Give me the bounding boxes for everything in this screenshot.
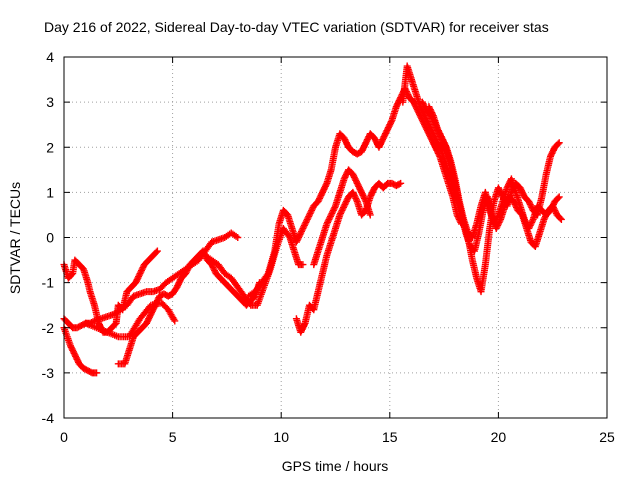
data-point <box>555 139 563 147</box>
x-axis-label: GPS time / hours <box>282 458 389 474</box>
data-point <box>68 271 76 279</box>
series-track-10 <box>399 62 563 296</box>
data-point <box>442 142 450 150</box>
y-tick-label: -3 <box>42 365 55 381</box>
data-point <box>366 211 374 219</box>
data-point <box>171 317 179 325</box>
series-track-1 <box>60 324 101 377</box>
data-point <box>557 215 565 223</box>
y-tick-label: -2 <box>42 320 55 336</box>
data-point <box>554 194 562 202</box>
y-tick-label: 4 <box>46 49 54 65</box>
x-tick-label: 20 <box>491 429 507 445</box>
data-series <box>60 62 565 377</box>
x-tick-label: 5 <box>169 429 177 445</box>
data-point <box>234 234 242 241</box>
data-point <box>397 179 405 187</box>
data-point <box>263 271 271 279</box>
data-point <box>494 212 502 220</box>
series-track-5 <box>82 299 179 341</box>
data-point <box>429 110 437 118</box>
x-tick-label: 15 <box>382 429 398 445</box>
data-point <box>232 232 240 240</box>
data-point <box>437 146 445 154</box>
series-track-9 <box>310 166 374 269</box>
data-point <box>528 217 536 225</box>
y-tick-label: 0 <box>46 230 54 246</box>
axes: 0 5 10 15 20 25 -4 -3 -2 -1 0 1 2 3 4 <box>42 49 615 445</box>
y-tick-label: -4 <box>42 410 55 426</box>
series-track-7 <box>245 85 465 300</box>
data-point <box>556 214 564 222</box>
data-point <box>387 118 395 126</box>
data-point <box>352 196 360 204</box>
data-point <box>152 248 160 256</box>
data-point <box>300 321 308 329</box>
data-point <box>361 196 369 204</box>
data-point <box>170 315 178 323</box>
data-point <box>93 369 101 377</box>
data-point <box>299 261 307 269</box>
data-point <box>555 193 563 201</box>
y-tick-label: 2 <box>46 139 54 155</box>
chart-title: Day 216 of 2022, Sidereal Day-to-day VTE… <box>44 19 549 35</box>
data-point <box>395 180 403 188</box>
series-track-12 <box>425 103 563 241</box>
data-point <box>322 181 330 189</box>
y-tick-label: 1 <box>46 184 54 200</box>
x-tick-label: 0 <box>60 429 68 445</box>
data-point <box>153 247 161 255</box>
y-tick-label: 3 <box>46 94 54 110</box>
series-track-4 <box>114 247 263 368</box>
y-tick-label: -1 <box>42 275 55 291</box>
data-point <box>331 203 339 211</box>
series-track-8 <box>292 179 405 336</box>
data-point <box>554 140 562 148</box>
x-tick-label: 25 <box>599 429 615 445</box>
data-point <box>285 232 293 240</box>
y-axis-label: SDTVAR / TECUs <box>7 182 23 294</box>
x-tick-label: 10 <box>273 429 289 445</box>
